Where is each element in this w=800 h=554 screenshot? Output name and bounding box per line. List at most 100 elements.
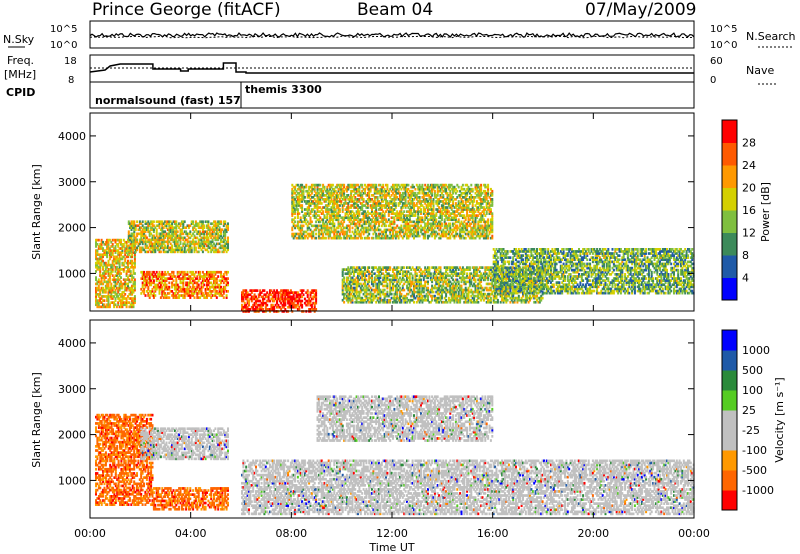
echo-cell <box>357 266 359 269</box>
echo-cell <box>468 224 471 228</box>
echo-cell <box>340 222 343 226</box>
echo-cell <box>256 297 259 301</box>
echo-cell <box>222 273 225 276</box>
echo-cell <box>333 226 336 230</box>
echo-cell <box>162 250 165 254</box>
echo-cell <box>364 230 366 234</box>
echo-cell <box>355 288 358 292</box>
echo-cell <box>373 198 376 201</box>
echo-cell <box>454 198 457 201</box>
echo-cell <box>393 196 396 199</box>
echo-cell <box>466 183 469 187</box>
echo-cell <box>436 210 439 213</box>
echo-cell <box>150 226 153 230</box>
echo-cell <box>175 285 178 289</box>
echo-cell <box>137 228 140 232</box>
echo-cell <box>368 280 371 284</box>
echo-cell <box>489 230 492 234</box>
echo-cell <box>447 204 450 207</box>
echo-cell <box>443 234 446 238</box>
echo-cell <box>344 288 347 292</box>
echo-cell <box>334 185 337 189</box>
echo-cell <box>403 187 406 191</box>
echo-cell <box>330 230 333 234</box>
echo-cell <box>319 202 322 205</box>
echo-cell <box>355 183 358 187</box>
echo-cell <box>379 270 382 274</box>
echo-cell <box>206 234 208 238</box>
echo-cell <box>396 212 399 215</box>
echo-cell <box>322 198 325 201</box>
echo-cell <box>183 246 186 250</box>
echo-cell <box>273 308 276 311</box>
echo-cell <box>175 236 178 240</box>
echo-cell <box>130 220 133 224</box>
echo-cell <box>431 228 434 232</box>
echo-cell <box>364 266 366 269</box>
echo-cell <box>175 240 178 244</box>
echo-cell <box>301 226 304 230</box>
echo-cell <box>148 240 151 244</box>
echo-cell <box>410 202 413 205</box>
echo-cell <box>411 202 414 205</box>
echo-cell <box>309 228 312 232</box>
echo-cell <box>308 196 311 199</box>
echo-cell <box>168 224 171 228</box>
echo-cell <box>121 282 124 286</box>
echo-cell <box>326 208 329 211</box>
echo-cell <box>152 228 155 232</box>
echo-cell <box>413 230 415 234</box>
echo-cell <box>491 222 494 226</box>
echo-cell <box>355 210 358 213</box>
echo-cell <box>151 277 154 280</box>
echo-cell <box>352 218 355 222</box>
echo-cell <box>172 234 175 238</box>
echo-cell <box>292 200 295 203</box>
echo-cell <box>354 185 357 189</box>
echo-cell <box>140 246 143 250</box>
echo-cell <box>406 216 408 220</box>
echo-cell <box>461 183 464 187</box>
echo-cell <box>390 185 393 189</box>
echo-cell <box>453 222 456 226</box>
echo-cell <box>400 218 403 222</box>
echo-cell <box>274 295 277 299</box>
echo-cell <box>439 234 442 238</box>
echo-cell <box>348 212 351 215</box>
echo-cell <box>97 295 100 298</box>
echo-cell <box>271 303 274 307</box>
echo-cell <box>210 292 213 295</box>
echo-cell <box>291 206 294 209</box>
echo-cell <box>145 273 148 276</box>
echo-cell <box>443 224 446 228</box>
echo-cell <box>295 202 298 205</box>
echo-cell <box>161 285 164 289</box>
echo-cell <box>303 230 306 234</box>
echo-cell <box>152 296 155 299</box>
echo-cell <box>129 236 132 240</box>
echo-cell <box>477 208 480 211</box>
echo-cell <box>210 277 213 280</box>
echo-cell <box>158 226 161 230</box>
echo-cell <box>382 284 385 288</box>
echo-cell <box>350 278 353 282</box>
echo-cell <box>215 236 218 240</box>
echo-cell <box>355 187 358 191</box>
echo-cell <box>474 191 477 195</box>
echo-cell <box>449 236 452 240</box>
echo-cell <box>243 289 246 292</box>
echo-cell <box>338 183 341 187</box>
echo-cell <box>365 288 368 292</box>
echo-cell <box>341 230 344 234</box>
echo-cell <box>176 283 179 287</box>
echo-cell <box>378 286 380 290</box>
echo-cell <box>145 270 148 274</box>
echo-cell <box>429 208 432 211</box>
echo-cell <box>428 189 431 193</box>
echo-cell <box>406 228 408 232</box>
echo-cell <box>350 200 353 203</box>
echo-cell <box>218 236 221 240</box>
echo-cell <box>443 187 446 191</box>
echo-cell <box>376 298 379 302</box>
echo-cell <box>99 257 102 261</box>
